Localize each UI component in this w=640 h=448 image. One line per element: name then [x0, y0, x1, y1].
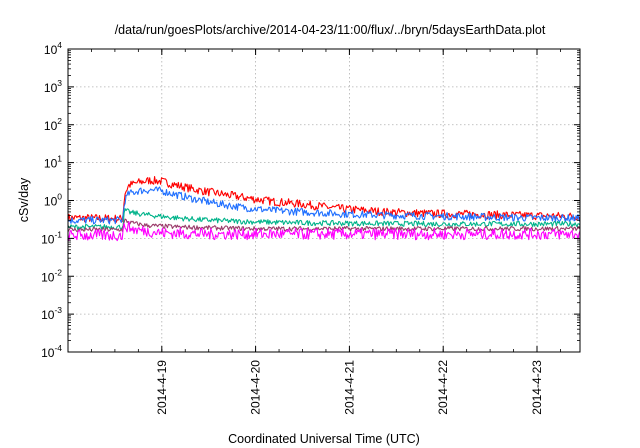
x-axis-ticks: 2014-4-19 2014-4-20 2014-4-21 2014-4-22 2014… — [91, 49, 561, 415]
y-tick-label: 10-1 — [41, 229, 62, 246]
x-tick-label: 2014-4-22 — [436, 360, 450, 415]
y-tick-label: 10-4 — [41, 343, 62, 360]
x-axis-label: Coordinated Universal Time (UTC) — [228, 432, 420, 446]
y-axis-label: cSv/day — [17, 177, 31, 222]
series-line — [67, 208, 581, 231]
y-tick-label: 100 — [44, 192, 62, 209]
x-tick-label: 2014-4-19 — [155, 360, 169, 415]
y-tick-label: 10-2 — [41, 267, 62, 284]
series-line — [67, 221, 581, 242]
chart-title: /data/run/goesPlots/archive/2014-04-23/1… — [115, 23, 546, 37]
y-axis-ticks: 10-4 10-3 10-2 10-1 100 101 102 103 104 — [41, 40, 580, 360]
x-tick-label: 2014-4-20 — [249, 360, 263, 415]
series-line — [67, 176, 581, 223]
y-tick-label: 10-3 — [41, 305, 62, 322]
x-tick-label: 2014-4-23 — [530, 360, 544, 415]
y-tick-label: 102 — [44, 116, 62, 133]
series-line — [67, 186, 581, 225]
y-tick-label: 104 — [44, 40, 62, 57]
x-tick-label: 2014-4-21 — [342, 360, 356, 415]
y-tick-label: 103 — [44, 78, 62, 95]
y-tick-label: 101 — [44, 154, 62, 171]
series-group — [67, 176, 581, 242]
grid-lines — [68, 49, 580, 352]
